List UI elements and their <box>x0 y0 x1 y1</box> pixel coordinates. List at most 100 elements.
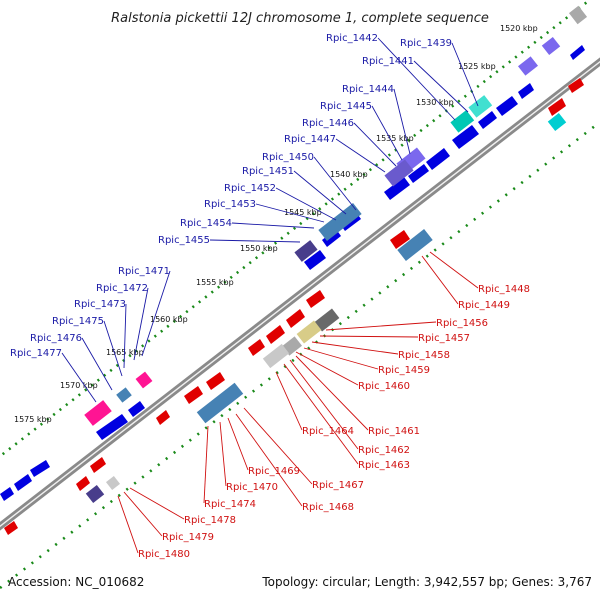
gene-arrow[interactable] <box>286 309 305 328</box>
forward-gene-label[interactable]: Rpic_1471 <box>118 266 170 277</box>
reverse-gene-label[interactable]: Rpic_1459 <box>378 365 430 376</box>
gene-arrow[interactable] <box>14 474 32 491</box>
gene-arrow[interactable] <box>128 401 145 417</box>
reverse-gene-label[interactable]: Rpic_1469 <box>248 466 300 477</box>
forward-gene-label[interactable]: Rpic_1450 <box>262 152 314 163</box>
cog-box[interactable] <box>296 320 322 344</box>
cog-box[interactable] <box>294 240 318 262</box>
reverse-gene-label[interactable]: Rpic_1464 <box>302 426 354 437</box>
reverse-gene-label[interactable]: Rpic_1457 <box>418 333 470 344</box>
cog-box[interactable] <box>116 387 132 403</box>
gene-arrow[interactable] <box>568 78 584 93</box>
cog-box[interactable] <box>84 400 112 426</box>
tick-label: 1525 kbp <box>458 62 496 71</box>
forward-gene-labels: Rpic_1439 Rpic_1441 Rpic_1442 Rpic_1444 Rpic… <box>10 33 452 359</box>
gene-arrow[interactable] <box>570 45 585 60</box>
reverse-gene-label[interactable]: Rpic_1463 <box>358 460 410 471</box>
gene-arrow[interactable] <box>384 177 410 200</box>
reverse-gene-label[interactable]: Rpic_1474 <box>204 499 256 510</box>
reverse-gene-label[interactable]: Rpic_1468 <box>302 502 354 513</box>
tick-label: 1570 kbp <box>60 381 98 390</box>
forward-gene-label[interactable]: Rpic_1477 <box>10 348 62 359</box>
forward-gene-label[interactable]: Rpic_1451 <box>242 166 294 177</box>
gene-arrow[interactable] <box>518 83 534 99</box>
forward-gene-label[interactable]: Rpic_1473 <box>74 299 126 310</box>
gene-arrow[interactable] <box>206 372 225 390</box>
leader-line <box>123 491 163 537</box>
cog-box[interactable] <box>568 5 588 25</box>
reverse-gene-label[interactable]: Rpic_1478 <box>184 515 236 526</box>
tick-label: 1550 kbp <box>240 244 278 253</box>
reverse-gene-label[interactable]: Rpic_1461 <box>368 426 420 437</box>
gene-arrow[interactable] <box>76 476 90 491</box>
cog-box[interactable] <box>314 308 340 332</box>
cog-box[interactable] <box>135 371 153 389</box>
reverse-gene-label[interactable]: Rpic_1460 <box>358 381 410 392</box>
gene-arrow[interactable] <box>184 386 203 404</box>
leader-line <box>313 156 357 211</box>
reverse-gene-label[interactable]: Rpic_1449 <box>458 300 510 311</box>
gene-arrow[interactable] <box>390 230 410 249</box>
forward-gene-label[interactable]: Rpic_1446 <box>302 118 354 129</box>
tick-label: 1540 kbp <box>330 170 368 179</box>
leader-line <box>203 425 209 504</box>
cog-box[interactable] <box>105 475 121 491</box>
gene-arrow[interactable] <box>478 111 497 129</box>
forward-gene-label[interactable]: Rpic_1447 <box>284 134 336 145</box>
cog-box[interactable] <box>450 110 475 133</box>
reverse-gene-label[interactable]: Rpic_1458 <box>398 350 450 361</box>
gene-arrow[interactable] <box>306 290 325 308</box>
gene-arrow[interactable] <box>452 125 479 149</box>
leader-line <box>219 421 227 487</box>
cog-box[interactable] <box>541 36 561 56</box>
cog-box[interactable] <box>384 159 414 187</box>
gene-arrow[interactable] <box>4 521 18 535</box>
cog-box[interactable] <box>85 484 105 504</box>
leader-line <box>235 413 303 507</box>
gene-arrow[interactable] <box>90 457 106 473</box>
forward-gene-label[interactable]: Rpic_1453 <box>204 199 256 210</box>
tick-label: 1575 kbp <box>14 415 52 424</box>
gene-arrow[interactable] <box>96 414 128 440</box>
forward-gene-label[interactable]: Rpic_1454 <box>180 218 232 229</box>
forward-gene-label[interactable]: Rpic_1442 <box>326 33 378 44</box>
leader-line <box>413 60 469 113</box>
reverse-gene-label[interactable]: Rpic_1480 <box>138 549 190 560</box>
forward-gene-label[interactable]: Rpic_1444 <box>342 84 394 95</box>
reverse-gene-label[interactable]: Rpic_1467 <box>312 480 364 491</box>
cog-box[interactable] <box>397 229 433 261</box>
cog-box[interactable] <box>468 95 493 118</box>
gene-arrow[interactable] <box>248 339 265 356</box>
reverse-gene-label[interactable]: Rpic_1448 <box>478 284 530 295</box>
forward-gene-label[interactable]: Rpic_1476 <box>30 333 82 344</box>
leader-line <box>103 320 123 377</box>
cog-box[interactable] <box>518 56 538 76</box>
forward-gene-label[interactable]: Rpic_1475 <box>52 316 104 327</box>
gene-arrow[interactable] <box>496 96 518 116</box>
cog-box[interactable] <box>318 202 362 242</box>
cog-box[interactable] <box>262 343 290 369</box>
gene-arrow[interactable] <box>266 325 285 344</box>
cog-box[interactable] <box>196 382 244 424</box>
gene-arrow[interactable] <box>304 250 326 270</box>
gene-arrow[interactable] <box>0 487 14 501</box>
reverse-gene-label[interactable]: Rpic_1456 <box>436 318 488 329</box>
gene-arrow[interactable] <box>156 410 170 425</box>
gene-arrow[interactable] <box>426 148 450 170</box>
forward-gene-label[interactable]: Rpic_1445 <box>320 101 372 112</box>
reverse-gene-label[interactable]: Rpic_1470 <box>226 482 278 493</box>
forward-gene-label[interactable]: Rpic_1439 <box>400 38 452 49</box>
reverse-gene-track <box>4 78 584 535</box>
gene-arrow[interactable] <box>548 98 566 116</box>
forward-gene-label[interactable]: Rpic_1455 <box>158 235 210 246</box>
forward-gene-label[interactable]: Rpic_1441 <box>362 56 414 67</box>
gene-arrow[interactable] <box>408 164 429 183</box>
reverse-gene-label[interactable]: Rpic_1479 <box>162 532 214 543</box>
gene-arrow[interactable] <box>30 460 50 477</box>
forward-gene-label[interactable]: Rpic_1452 <box>224 183 276 194</box>
leader-line <box>227 417 249 471</box>
tick-label: 1520 kbp <box>500 24 538 33</box>
forward-gene-label[interactable]: Rpic_1472 <box>96 283 148 294</box>
reverse-gene-label[interactable]: Rpic_1462 <box>358 445 410 456</box>
cog-box[interactable] <box>547 112 567 132</box>
